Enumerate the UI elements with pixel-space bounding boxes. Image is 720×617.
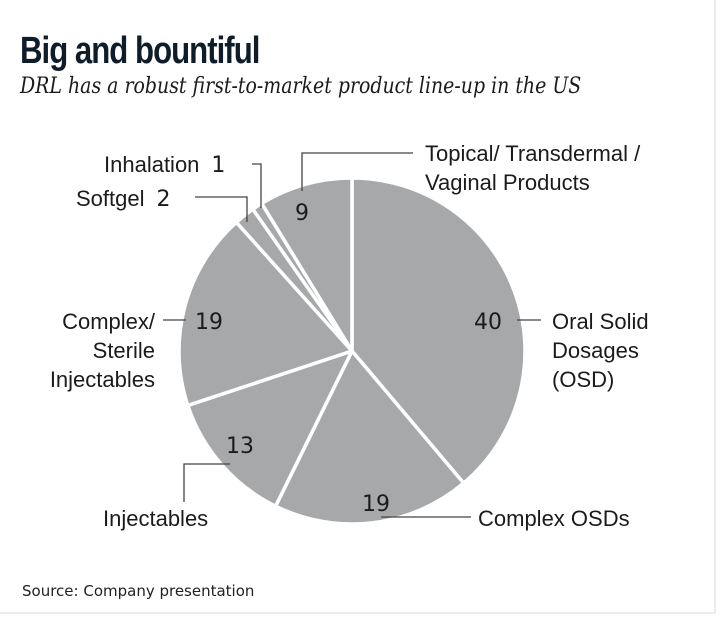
category-label-osd: Oral Solid Dosages (OSD) <box>552 309 649 392</box>
category-label-line: Injectables <box>103 506 208 531</box>
leader-lines <box>163 152 541 518</box>
category-label-line: (OSD) <box>552 367 614 392</box>
category-label-softgel: Softgel 2 <box>76 186 171 212</box>
category-label-line: Complex/ <box>62 309 156 334</box>
leader-line-inhalation <box>252 163 262 208</box>
pie-slice-topical <box>259 176 354 353</box>
value-label-inhalation: 1 <box>211 153 225 178</box>
category-label-line: Dosages <box>552 338 639 363</box>
leader-line-softgel <box>195 196 248 222</box>
chart-title: Big and bountiful <box>20 30 260 72</box>
category-label-complex-osds: Complex OSDs <box>478 506 630 531</box>
pie-slice-complex-sterile-injectables <box>177 220 354 408</box>
category-label-line: Vaginal Products <box>425 170 590 195</box>
value-label-softgel: 2 <box>157 187 171 212</box>
pie-slice-osd <box>350 176 527 485</box>
category-label-injectables: Injectables <box>103 506 208 531</box>
category-label-line: Softgel <box>76 186 145 211</box>
category-label-topical: Topical/ Transdermal / Vaginal Products <box>425 141 641 195</box>
pie-slice-complex-osds <box>273 349 466 526</box>
value-label-osd: 40 <box>474 310 502 335</box>
category-label-line: Topical/ Transdermal / <box>425 141 641 166</box>
category-label-complex-sterile-injectables: Complex/Sterile Injectables <box>50 309 156 392</box>
value-label-injectables: 13 <box>226 434 254 459</box>
chart-subtitle: DRL has a robust first-to-market product… <box>20 74 582 99</box>
pie-slices <box>177 176 527 526</box>
category-label-line: Inhalation <box>104 152 199 177</box>
category-label-line: Sterile <box>93 338 155 363</box>
leader-line-injectables <box>183 463 230 502</box>
value-label-complex-sterile-injectables: 19 <box>195 310 223 335</box>
category-label-inhalation: Inhalation 1 <box>104 152 225 178</box>
category-label-line: Oral Solid <box>552 309 649 334</box>
category-label-line: Complex OSDs <box>478 506 630 531</box>
source-note: Source: Company presentation <box>22 582 255 600</box>
category-label-line: Injectables <box>50 367 155 392</box>
value-label-complex-osds: 19 <box>362 492 390 517</box>
leader-line-topical <box>301 152 413 191</box>
value-label-topical: 9 <box>295 201 309 226</box>
